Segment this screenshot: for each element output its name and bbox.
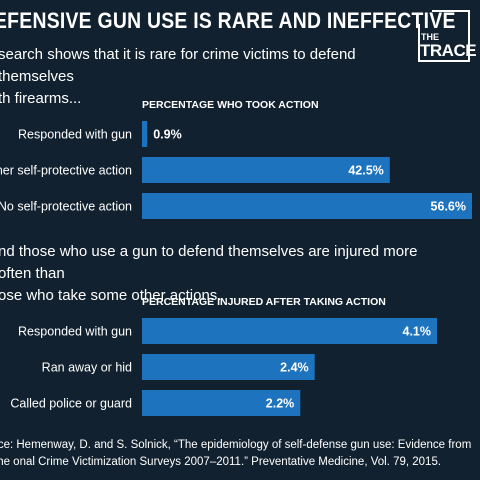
- category-label-1-0: Responded with gun: [18, 325, 132, 339]
- chart-1-title: PERCENTAGE INJURED AFTER TAKING ACTION: [142, 296, 386, 308]
- category-label-1-1: Ran away or hid: [42, 361, 132, 375]
- value-label-1-0: 4.1%: [403, 325, 432, 339]
- bar-1-0: [142, 318, 437, 344]
- bar-0-2: [142, 193, 472, 219]
- category-label-0-1: ner self-protective action: [0, 164, 132, 178]
- bar-1-2: [142, 390, 301, 416]
- value-label-1-2: 2.2%: [266, 397, 295, 411]
- subtitle-2: nd those who use a gun to defend themsel…: [0, 243, 418, 304]
- value-label-0-2: 56.6%: [431, 200, 466, 214]
- the-trace-logo: THE TRACE: [418, 10, 477, 62]
- chart-injured: PERCENTAGE INJURED AFTER TAKING ACTION Re…: [10, 296, 437, 416]
- chart-took-action: PERCENTAGE WHO TOOK ACTION Responded with…: [0, 99, 472, 219]
- bar-0-1: [142, 157, 390, 183]
- subtitle-1: search shows that it is rare for crime v…: [0, 46, 356, 107]
- chart-0-title: PERCENTAGE WHO TOOK ACTION: [142, 99, 319, 111]
- category-label-1-2: Called police or guard: [10, 397, 132, 411]
- logo-line1: THE: [421, 32, 439, 42]
- value-label-0-1: 42.5%: [348, 164, 383, 178]
- value-label-0-0: 0.9%: [153, 128, 182, 142]
- source-note: rce: Hemenway, D. and S. Solnick, “The e…: [0, 439, 472, 468]
- logo-line2: TRACE: [420, 41, 477, 60]
- category-label-0-0: Responded with gun: [18, 128, 132, 142]
- bar-1-1: [142, 354, 315, 380]
- value-label-1-1: 2.4%: [280, 361, 309, 375]
- chart-title: EFENSIVE GUN USE IS RARE AND INEFFECTIVE: [0, 8, 456, 33]
- bar-0-0: [142, 121, 148, 147]
- logo-frame-icon: [418, 10, 470, 62]
- category-label-0-2: No self-protective action: [0, 200, 132, 214]
